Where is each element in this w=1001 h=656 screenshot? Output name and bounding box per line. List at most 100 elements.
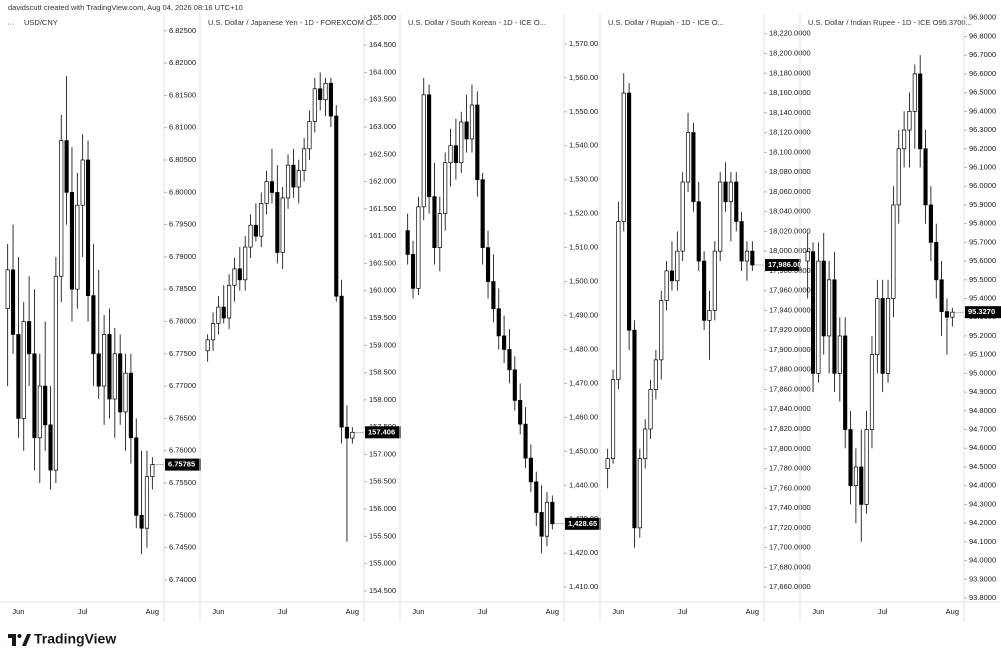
candle-body [723, 181, 728, 203]
y-tick-label: 18,140.0000 [769, 108, 811, 117]
candle-body [123, 372, 128, 413]
candle-body [85, 159, 91, 297]
candle-body [37, 385, 42, 439]
y-tick-label: 17,840.0000 [769, 404, 811, 413]
y-tick-label: 17,680.0000 [769, 562, 811, 571]
y-tick-label: 95.9000 [969, 200, 996, 209]
candle-body [605, 458, 610, 469]
x-tick-label: Aug [946, 607, 959, 616]
candle-body [550, 501, 555, 525]
candle-body [443, 162, 448, 214]
chart-title: U.S. Dollar / Japanese Yen - 1D - FOREXC… [208, 18, 378, 27]
y-tick-label: 156.500 [369, 477, 396, 486]
y-tick-label: 18,000.0000 [769, 246, 811, 255]
candle-body [843, 335, 848, 430]
y-tick-label: 17,860.0000 [769, 384, 811, 393]
candle-body [264, 181, 269, 204]
y-tick-label: 1,470.00 [569, 378, 598, 387]
candle-body [318, 88, 323, 101]
candle-body [485, 247, 491, 282]
y-tick-label: 162.500 [369, 149, 396, 158]
candle-body [918, 73, 923, 150]
candle-body [453, 145, 458, 164]
y-tick-label: 94.3000 [969, 499, 996, 508]
candle-body [5, 269, 10, 309]
y-tick-label: 1,560.00 [569, 73, 598, 82]
candle-body [139, 514, 144, 529]
candle-body [432, 196, 437, 248]
candle-body [859, 466, 864, 505]
candle-body [312, 88, 317, 122]
y-tick-label: 162.000 [369, 177, 396, 186]
candle-body [27, 321, 32, 355]
candle-body [728, 181, 733, 203]
y-tick-label: 17,820.0000 [769, 424, 811, 433]
candle-body [410, 254, 416, 289]
candle-body [675, 250, 680, 282]
y-tick-label: 164.000 [369, 67, 396, 76]
y-tick-label: 161.500 [369, 204, 396, 213]
y-tick-label: 6.74500 [169, 543, 196, 552]
y-tick-label: 155.000 [369, 559, 396, 568]
candle-body [296, 170, 301, 188]
candle-body [621, 92, 626, 222]
y-tick-label: 18,060.0000 [769, 187, 811, 196]
y-tick-label: 6.78000 [169, 316, 196, 325]
y-tick-label: 158.500 [369, 368, 396, 377]
y-tick-label: 94.6000 [969, 443, 996, 452]
candle-body [237, 268, 242, 281]
y-tick-label: 18,080.0000 [769, 167, 811, 176]
y-tick-label: 17,720.0000 [769, 523, 811, 532]
candle-body [685, 132, 691, 183]
menu-dots[interactable]: ··· [7, 19, 15, 28]
x-tick-label: Jun [612, 607, 624, 616]
candle-body [707, 310, 712, 321]
y-tick-label: 157.000 [369, 449, 396, 458]
y-tick-label: 18,220.0000 [769, 29, 811, 38]
tick-labels: 17,660.0000 17,680.0000 17,700.0000 17,720.… [764, 29, 811, 591]
y-tick-label: 94.2000 [969, 518, 996, 527]
candle-body [702, 260, 707, 321]
y-tick-label: 95.7000 [969, 237, 996, 246]
candle-body [680, 181, 685, 252]
y-tick-label: 158.000 [369, 395, 396, 404]
y-tick-label: 6.76000 [169, 446, 196, 455]
candle-body [291, 164, 296, 188]
y-tick-label: 6.75000 [169, 510, 196, 519]
candle-body [718, 181, 723, 252]
y-tick-label: 6.79000 [169, 252, 196, 261]
candle-body [285, 164, 291, 199]
candle-body [243, 246, 248, 281]
candle-body [923, 148, 928, 206]
candle-body [544, 501, 550, 537]
tick-labels: 6.74000 6.74500 6.75000 6.75500 6.76000 6.765… [164, 26, 196, 584]
candle-body [350, 431, 355, 439]
y-tick-label: 163.000 [369, 122, 396, 131]
candle-body [659, 300, 664, 361]
candle-body [739, 221, 744, 262]
y-tick-label: 17,880.0000 [769, 365, 811, 374]
candle-body [691, 132, 696, 203]
x-tick-label: Aug [346, 607, 359, 616]
x-tick-label: Jun [412, 607, 424, 616]
candle-body [885, 298, 891, 374]
y-tick-label: 17,780.0000 [769, 464, 811, 473]
y-tick-label: 96.4000 [969, 106, 996, 115]
candle-body [896, 148, 901, 206]
y-tick-label: 18,160.0000 [769, 88, 811, 97]
candle-body [334, 115, 339, 297]
candle-body [837, 335, 842, 374]
candle-body [539, 512, 544, 537]
candle-body [669, 270, 675, 282]
candle-body [518, 400, 523, 425]
candle-body [421, 94, 426, 208]
y-tick-label: 17,740.0000 [769, 503, 811, 512]
y-tick-label: 94.4000 [969, 481, 996, 490]
candle-body [144, 476, 150, 529]
last-price-label: 17,986.0000 [768, 260, 810, 269]
candle-body [928, 204, 933, 243]
x-tick-label: Jul [878, 607, 888, 616]
y-tick-label: 6.80500 [169, 155, 196, 164]
candle-body [912, 73, 917, 112]
